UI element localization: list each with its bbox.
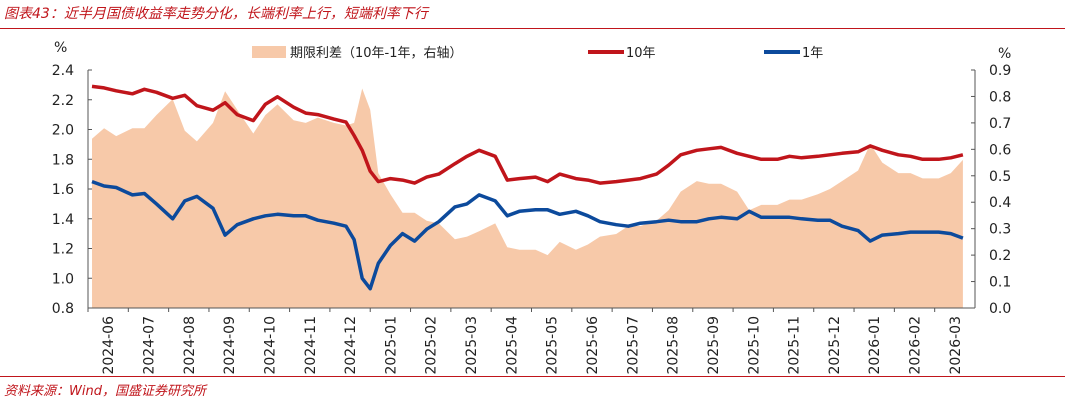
x-tick-label: 2025-05 bbox=[545, 316, 561, 375]
left-tick-label: 1.8 bbox=[52, 152, 74, 168]
x-tick-label: 2025-09 bbox=[706, 316, 722, 375]
right-tick-label: 0.9 bbox=[989, 63, 1011, 79]
right-tick-label: 0.8 bbox=[989, 89, 1011, 105]
right-tick-label: 0.6 bbox=[989, 142, 1011, 158]
right-tick-label: 0.1 bbox=[989, 275, 1011, 291]
left-tick-label: 1.6 bbox=[52, 182, 74, 198]
right-tick-label: 0.3 bbox=[989, 222, 1011, 238]
axis-layer: 2.4 2.2 2.0 1.8 1.6 1.4 1.2 1.0 0.8 0.9 0.8 0.7 0.6 0… bbox=[52, 40, 1012, 375]
right-tick-label: 0.4 bbox=[989, 195, 1011, 211]
x-tick-label: 2025-07 bbox=[625, 316, 641, 375]
series-1y-line bbox=[91, 179, 964, 291]
right-tick-label: 0.0 bbox=[989, 301, 1011, 317]
line-layer bbox=[91, 84, 964, 291]
bottom-rule bbox=[0, 376, 1065, 377]
source-note: 资料来源：Wind，国盛证券研究所 bbox=[4, 384, 206, 399]
x-tick-label: 2024-10 bbox=[262, 316, 278, 375]
x-tick-label: 2024-12 bbox=[343, 316, 359, 375]
legend-label-spread: 期限利差（10年-1年，右轴） bbox=[290, 46, 463, 61]
x-tick-label: 2026-01 bbox=[867, 316, 883, 375]
left-tick-label: 1.2 bbox=[52, 242, 74, 258]
legend: 期限利差（10年-1年，右轴） 10年 1年 bbox=[252, 46, 823, 61]
legend-label-y10: 10年 bbox=[626, 46, 656, 61]
chart-title: 图表43：近半月国债收益率走势分化，长端利率上行，短端利率下行 bbox=[4, 6, 428, 22]
right-tick-label: 0.7 bbox=[989, 116, 1011, 132]
x-tick-label: 2025-12 bbox=[827, 316, 843, 375]
right-tick-label: 0.2 bbox=[989, 248, 1011, 264]
left-tick-label: 0.8 bbox=[52, 301, 74, 317]
right-tick-label: 0.5 bbox=[989, 169, 1011, 185]
series-10y-line bbox=[91, 84, 964, 185]
legend-label-y1: 1年 bbox=[802, 46, 823, 61]
left-tick-label: 1.0 bbox=[52, 271, 74, 287]
x-tick-label: 2025-10 bbox=[746, 316, 762, 375]
left-unit-label: % bbox=[54, 40, 67, 56]
x-tick-label: 2025-04 bbox=[504, 316, 520, 375]
left-tick-label: 2.4 bbox=[52, 63, 74, 79]
top-rule bbox=[0, 28, 1065, 29]
x-tick-label: 2024-09 bbox=[222, 316, 238, 375]
legend-swatch-spread bbox=[252, 46, 286, 58]
x-tick-label: 2026-02 bbox=[908, 316, 924, 375]
right-unit-label: % bbox=[998, 46, 1011, 62]
spread-area bbox=[92, 88, 963, 308]
left-tick-label: 2.2 bbox=[52, 93, 74, 109]
x-tick-label: 2026-03 bbox=[948, 316, 964, 375]
x-tick-label: 2025-03 bbox=[464, 316, 480, 375]
x-tick-label: 2024-07 bbox=[141, 316, 157, 375]
x-tick-label: 2025-08 bbox=[666, 316, 682, 375]
left-tick-label: 1.4 bbox=[52, 212, 74, 228]
x-tick-label: 2024-06 bbox=[101, 316, 117, 375]
x-tick-label: 2025-02 bbox=[424, 316, 440, 375]
x-tick-label: 2025-06 bbox=[585, 316, 601, 375]
x-tick-label: 2024-11 bbox=[303, 316, 319, 375]
x-tick-label: 2024-08 bbox=[182, 316, 198, 375]
x-tick-label: 2025-01 bbox=[383, 316, 399, 375]
x-tick-label: 2025-11 bbox=[787, 316, 803, 375]
spread-area-layer bbox=[92, 88, 963, 308]
left-tick-label: 2.0 bbox=[52, 123, 74, 139]
